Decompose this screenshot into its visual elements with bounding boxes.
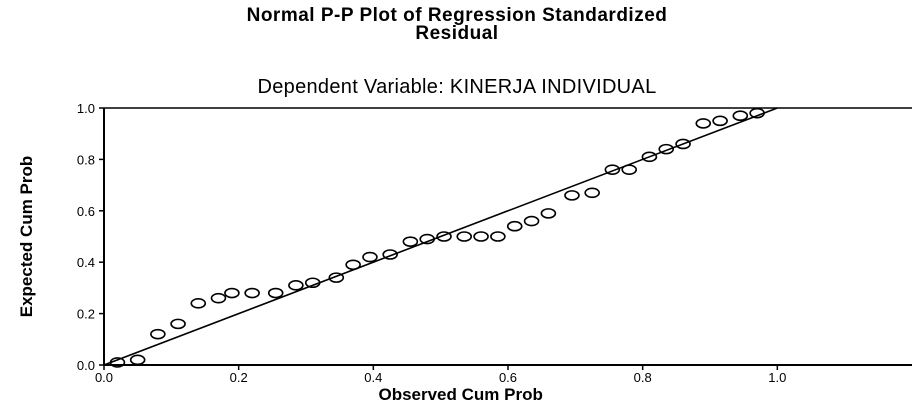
data-point — [456, 231, 473, 242]
data-point — [490, 231, 506, 242]
x-tick-label: 0.4 — [364, 370, 382, 385]
x-tick-label: 1.0 — [768, 370, 786, 385]
data-point — [328, 272, 345, 283]
data-point — [382, 249, 398, 260]
data-point — [658, 143, 675, 155]
data-point — [210, 292, 227, 304]
y-axis-label: Expected Cum Prob — [17, 156, 36, 318]
y-tick-label: 0.0 — [77, 358, 95, 373]
data-point — [129, 354, 146, 366]
data-point — [267, 287, 284, 299]
data-point — [604, 164, 621, 175]
data-point — [675, 138, 691, 150]
data-point — [749, 107, 765, 119]
data-point — [190, 298, 207, 309]
y-tick-label: 0.8 — [77, 152, 95, 167]
data-point — [564, 190, 580, 201]
data-point — [402, 236, 419, 247]
data-point — [288, 280, 304, 291]
chart-title-line-1: Normal P-P Plot of Regression Standardiz… — [246, 5, 668, 26]
data-points — [109, 107, 765, 368]
data-point — [641, 151, 658, 163]
data-point — [109, 357, 126, 368]
y-tick-label: 0.4 — [77, 255, 95, 270]
data-point — [345, 259, 361, 271]
x-axis-label: Observed Cum Prob — [378, 385, 542, 404]
data-point — [523, 215, 540, 227]
y-tick-label: 0.6 — [77, 204, 95, 219]
data-point — [712, 115, 728, 127]
reference-line — [103, 107, 778, 366]
data-point — [244, 287, 260, 299]
x-tick-label: 0.6 — [499, 370, 517, 385]
y-tick-label: 0.2 — [77, 307, 95, 322]
x-tick-label: 0.2 — [230, 370, 248, 385]
data-point — [473, 231, 489, 242]
data-point — [362, 251, 378, 263]
data-point — [695, 118, 712, 129]
data-point — [224, 287, 240, 299]
x-axis-ticks: 0.0 0.2 0.4 0.6 0.8 1.0 — [95, 365, 786, 385]
data-point — [506, 220, 523, 232]
data-point — [304, 277, 321, 289]
data-point — [584, 187, 600, 199]
reference-line-group — [103, 107, 778, 366]
data-point — [436, 231, 452, 242]
data-point — [732, 110, 749, 122]
x-tick-label: 0.8 — [634, 370, 652, 385]
chart-title-line-2: Residual — [415, 23, 499, 44]
data-point — [150, 328, 166, 340]
plot-axes — [103, 107, 912, 366]
x-tick-label: 0.0 — [95, 370, 113, 385]
data-point — [621, 164, 638, 175]
y-axis-ticks: 0.0 0.2 0.4 0.6 0.8 1.0 — [77, 101, 104, 373]
chart-subtitle: Dependent Variable: KINERJA INDIVIDUAL — [257, 76, 657, 98]
data-point — [419, 233, 436, 245]
data-point — [170, 318, 186, 330]
y-tick-label: 1.0 — [77, 101, 95, 116]
data-point — [540, 208, 557, 219]
